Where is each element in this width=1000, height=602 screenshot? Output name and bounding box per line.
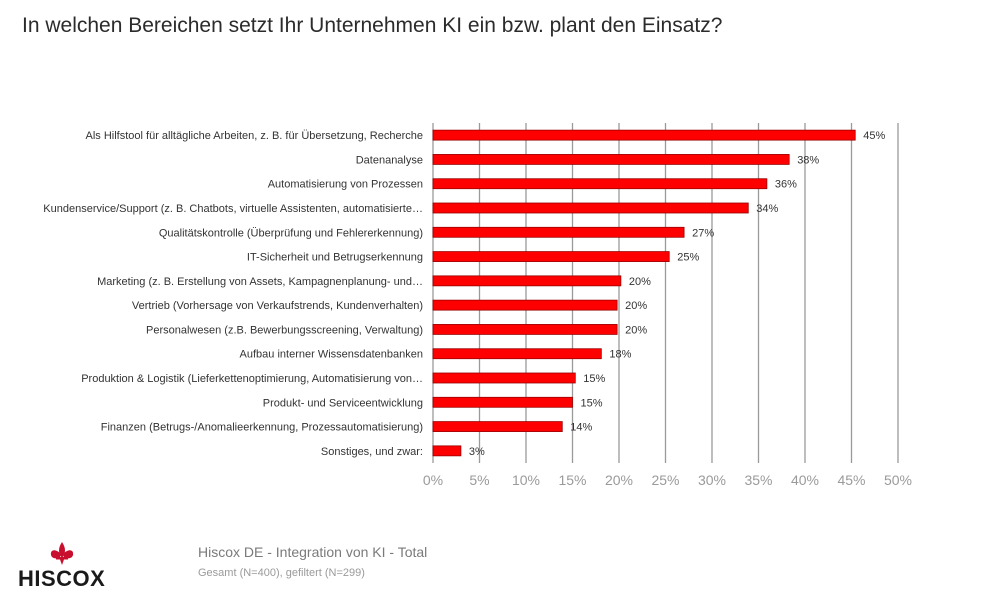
data-label: 34% bbox=[756, 203, 778, 215]
logo-text: HISCOX bbox=[18, 566, 106, 591]
chart-title: In welchen Bereichen setzt Ihr Unternehm… bbox=[22, 14, 723, 37]
bar bbox=[432, 421, 563, 432]
x-tick-label: 40% bbox=[791, 472, 819, 488]
data-label: 20% bbox=[625, 300, 647, 312]
x-tick-label: 50% bbox=[884, 472, 912, 488]
category-label: Vertrieb (Vorhersage von Verkaufstrends,… bbox=[132, 300, 423, 312]
bar bbox=[432, 154, 790, 165]
bar bbox=[432, 396, 573, 408]
data-label: 15% bbox=[581, 397, 603, 409]
category-label: Qualitätskontrolle (Überprüfung und Fehl… bbox=[159, 227, 423, 239]
bar bbox=[432, 275, 622, 287]
fleur-de-lis-icon bbox=[50, 542, 74, 565]
data-label: 25% bbox=[677, 252, 699, 264]
data-label: 45% bbox=[863, 130, 885, 142]
data-label: 20% bbox=[625, 324, 647, 336]
x-tick-label: 25% bbox=[651, 472, 679, 488]
x-tick-label: 0% bbox=[423, 472, 443, 488]
bar bbox=[432, 324, 618, 335]
x-tick-label: 35% bbox=[744, 472, 772, 488]
category-label: Aufbau interner Wissensdatenbanken bbox=[240, 349, 423, 361]
category-label: Produkt- und Serviceentwicklung bbox=[263, 397, 423, 409]
category-label: IT-Sicherheit und Betrugserkennung bbox=[247, 252, 423, 264]
bar bbox=[432, 348, 602, 360]
category-label: Automatisierung von Prozessen bbox=[268, 179, 423, 191]
category-label: Als Hilfstool für alltägliche Arbeiten, … bbox=[86, 130, 424, 142]
data-label: 3% bbox=[469, 446, 485, 458]
x-tick-label: 20% bbox=[605, 472, 633, 488]
bar bbox=[432, 129, 856, 141]
x-tick-label: 45% bbox=[837, 472, 865, 488]
category-label: Datenanalyse bbox=[356, 154, 423, 166]
data-label: 14% bbox=[570, 422, 592, 434]
data-label: 15% bbox=[583, 373, 605, 385]
category-label: Produktion & Logistik (Lieferkettenoptim… bbox=[81, 373, 423, 385]
bar bbox=[432, 372, 576, 384]
source-title: Hiscox DE - Integration von KI - Total bbox=[198, 544, 428, 560]
x-tick-label: 15% bbox=[558, 472, 586, 488]
bar bbox=[432, 251, 670, 262]
data-label: 20% bbox=[629, 276, 651, 288]
x-tick-label: 10% bbox=[512, 472, 540, 488]
category-label: Sonstiges, und zwar: bbox=[321, 446, 423, 458]
hiscox-logo: HISCOX bbox=[18, 540, 108, 592]
data-label: 27% bbox=[692, 227, 714, 239]
source-subtitle: Gesamt (N=400), gefiltert (N=299) bbox=[198, 567, 365, 579]
category-label: Personalwesen (z.B. Bewerbungsscreening,… bbox=[146, 324, 423, 336]
bar bbox=[432, 202, 749, 214]
data-label: 18% bbox=[609, 349, 631, 361]
category-label: Finanzen (Betrugs-/Anomalieerkennung, Pr… bbox=[101, 422, 423, 434]
bar bbox=[432, 226, 685, 238]
category-label: Kundenservice/Support (z. B. Chatbots, v… bbox=[43, 203, 423, 215]
category-label: Marketing (z. B. Erstellung von Assets, … bbox=[97, 276, 423, 288]
bar bbox=[432, 299, 618, 311]
bar bbox=[432, 178, 768, 190]
data-label: 36% bbox=[775, 179, 797, 191]
bar bbox=[432, 445, 462, 457]
x-tick-label: 5% bbox=[469, 472, 489, 488]
x-tick-label: 30% bbox=[698, 472, 726, 488]
data-label: 38% bbox=[797, 154, 819, 166]
